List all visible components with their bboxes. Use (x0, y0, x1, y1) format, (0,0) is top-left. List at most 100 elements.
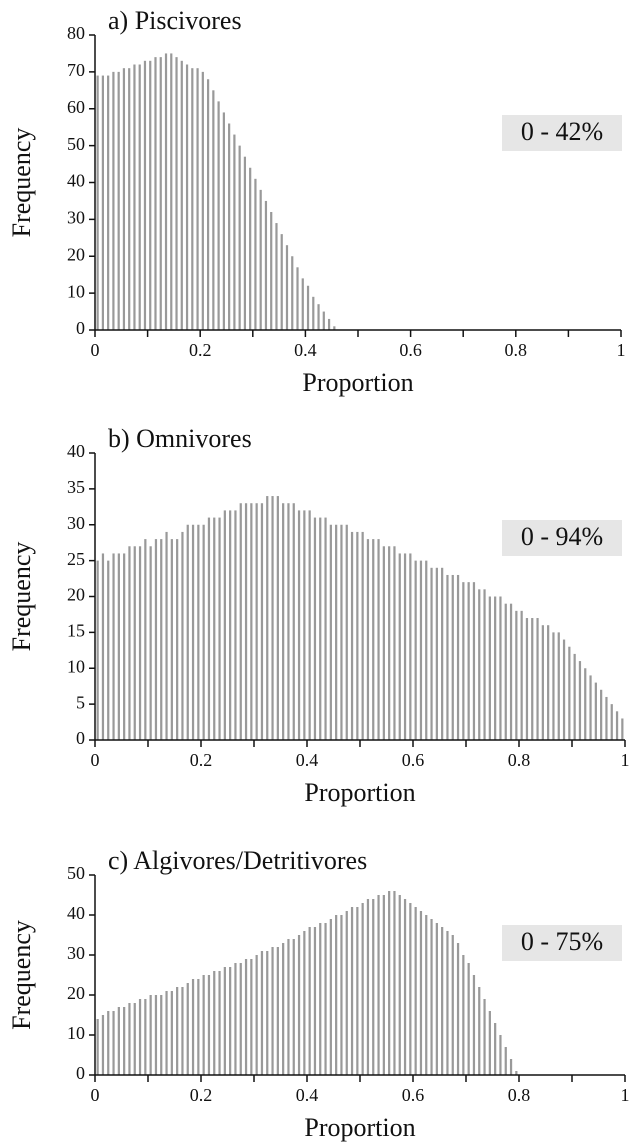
bar (154, 995, 158, 1075)
x-tick-label: 0.2 (190, 1085, 213, 1105)
bar (101, 1015, 105, 1075)
y-tick-label: 0 (76, 1063, 85, 1083)
bar (594, 682, 597, 740)
y-tick-label: 15 (67, 621, 85, 641)
bar (175, 57, 178, 330)
bar (366, 899, 370, 1075)
bar (270, 212, 273, 330)
bar (472, 582, 476, 740)
annotation: 0 - 94% (521, 522, 603, 551)
x-tick-label: 0.4 (294, 340, 317, 360)
bar (218, 971, 221, 1075)
bar (361, 903, 364, 1075)
bar (291, 256, 294, 330)
bar (615, 711, 619, 740)
bar (229, 967, 232, 1075)
bar (229, 510, 232, 740)
bar (573, 653, 576, 740)
bar (462, 955, 465, 1075)
bar (254, 178, 257, 330)
bar (515, 610, 518, 740)
bar (176, 987, 179, 1075)
bar (186, 983, 189, 1075)
bar (388, 546, 391, 740)
bar (372, 899, 375, 1075)
bar (107, 75, 110, 330)
bar (186, 524, 189, 740)
bar (138, 64, 141, 330)
bar (117, 1007, 120, 1075)
bar (197, 979, 200, 1075)
bar (398, 895, 401, 1075)
x-tick-label: 0.8 (508, 1085, 531, 1105)
y-tick-label: 10 (67, 656, 85, 676)
y-tick-label: 40 (67, 171, 85, 191)
bar (112, 71, 115, 330)
bar (123, 553, 126, 740)
annotation-box (502, 520, 622, 556)
bar (456, 574, 460, 740)
bar (441, 927, 444, 1075)
bar (478, 589, 481, 740)
bar (483, 589, 486, 740)
bar (377, 539, 380, 740)
x-tick-label: 0.4 (296, 1085, 319, 1105)
bar (414, 560, 417, 740)
bar (419, 560, 423, 740)
bar (213, 971, 216, 1075)
bar (509, 603, 513, 740)
bar (149, 60, 152, 330)
bar (409, 903, 412, 1075)
bar (308, 510, 311, 740)
bar (285, 245, 289, 330)
bar (160, 539, 163, 740)
bar (340, 915, 343, 1075)
bar (170, 991, 173, 1075)
bar (138, 999, 142, 1075)
bar (504, 603, 507, 740)
chart-title: c) Algivores/Detritivores (108, 846, 367, 875)
annotation-box (502, 115, 622, 151)
bar (213, 517, 216, 740)
bar (562, 639, 566, 740)
bar (159, 57, 162, 330)
annotation-box (502, 925, 622, 961)
bar (472, 975, 476, 1075)
bar (96, 75, 99, 330)
bar (244, 503, 248, 740)
bar (282, 503, 285, 740)
bar (201, 71, 204, 330)
bar (275, 223, 278, 330)
x-tick-label: 0.6 (399, 340, 422, 360)
bar (165, 531, 168, 740)
bar (112, 1011, 115, 1075)
bar (196, 68, 199, 330)
bar (149, 546, 152, 740)
bar (446, 574, 449, 740)
bar (313, 517, 317, 740)
x-tick-label: 1 (617, 340, 626, 360)
bar (345, 911, 348, 1075)
bar (160, 995, 163, 1075)
bar (164, 53, 168, 330)
bar (202, 524, 205, 740)
bar (239, 503, 242, 740)
bar (301, 278, 304, 330)
x-tick-label: 0.8 (508, 750, 531, 770)
y-tick-label: 40 (67, 903, 85, 923)
bar (333, 326, 336, 330)
x-tick-label: 1 (621, 1085, 629, 1105)
bar (589, 675, 592, 740)
bar (233, 134, 236, 330)
bar (303, 931, 306, 1075)
bar (123, 1007, 126, 1075)
bar (249, 167, 252, 330)
bar (467, 963, 470, 1075)
bar (271, 947, 274, 1075)
bar (329, 524, 332, 740)
bar (144, 539, 147, 740)
bar (250, 503, 253, 740)
y-tick-label: 0 (76, 318, 85, 338)
bar (356, 907, 359, 1075)
